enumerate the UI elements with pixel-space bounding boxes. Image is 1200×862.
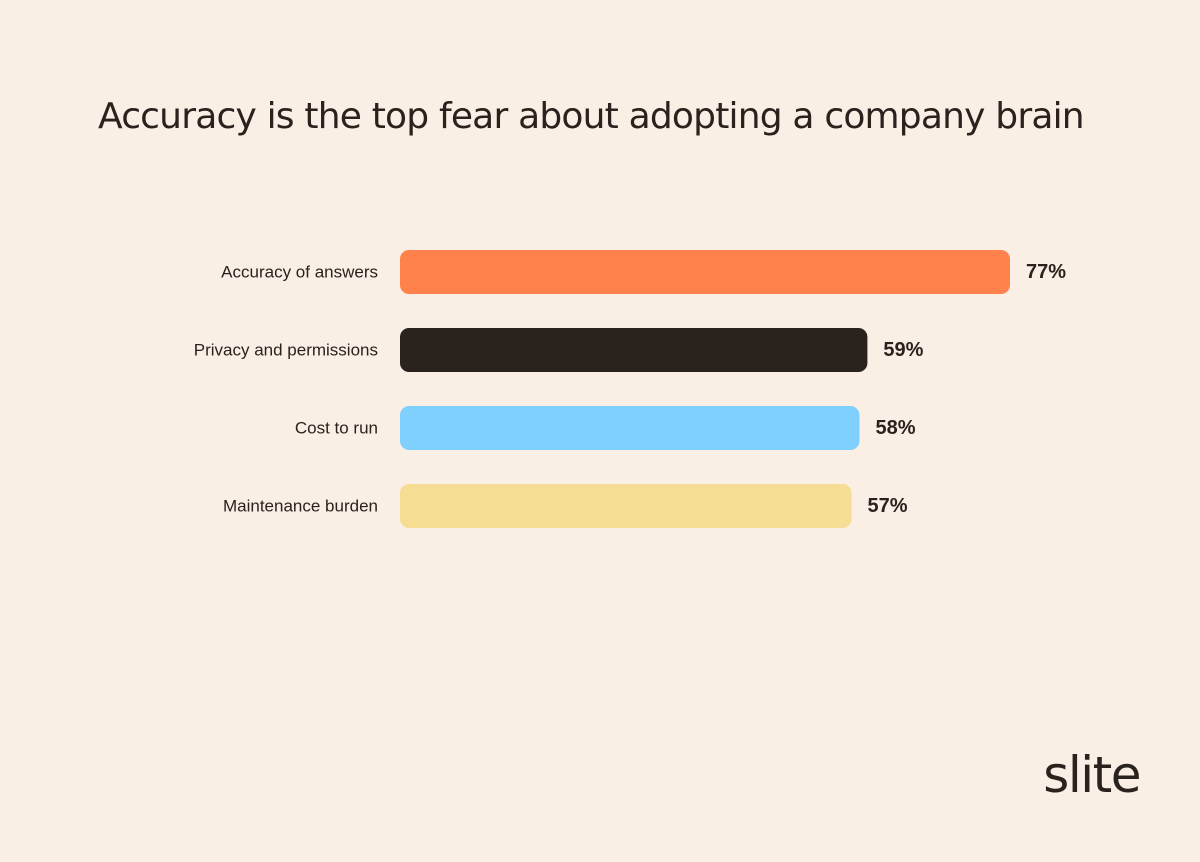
bar-accuracy-of-answers	[400, 250, 1010, 294]
category-label: Cost to run	[295, 419, 378, 438]
category-label: Maintenance burden	[223, 497, 378, 516]
slite-logo: slite	[1043, 746, 1141, 804]
value-label: 59%	[883, 339, 923, 361]
bar-cost-to-run	[400, 406, 860, 450]
bar-privacy-and-permissions	[400, 328, 868, 372]
value-label: 77%	[1026, 261, 1066, 283]
value-label: 58%	[875, 417, 915, 439]
value-label: 57%	[868, 495, 908, 517]
chart-title: Accuracy is the top fear about adopting …	[98, 96, 1085, 137]
category-label: Accuracy of answers	[221, 263, 378, 282]
bar-maintenance-burden	[400, 484, 852, 528]
category-label: Privacy and permissions	[194, 341, 378, 360]
